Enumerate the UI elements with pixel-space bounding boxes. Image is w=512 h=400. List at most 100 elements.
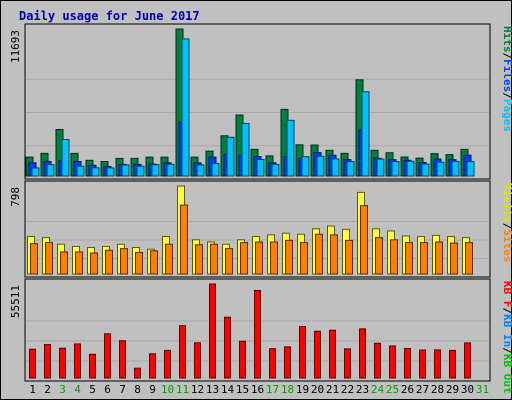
- x-tick-label-30: 30: [461, 383, 474, 396]
- series-label-part: /: [501, 223, 512, 230]
- x-tick-label-29: 29: [446, 383, 459, 396]
- x-tick-label-3: 3: [59, 383, 66, 396]
- bar-pages-day-28: [436, 161, 445, 177]
- series-label-part: Hits: [501, 26, 512, 53]
- x-tick-label-1: 1: [29, 383, 36, 396]
- x-tick-label-18: 18: [281, 383, 294, 396]
- bar-pages-day-6: [106, 167, 115, 177]
- x-tick-label-19: 19: [296, 383, 309, 396]
- x-tick-label-31: 31: [476, 383, 489, 396]
- bar-sites-day-25: [390, 239, 398, 275]
- x-tick-label-7: 7: [119, 383, 126, 396]
- bar-pages-day-17: [271, 163, 280, 177]
- x-tick-label-28: 28: [431, 383, 444, 396]
- x-tick-label-2: 2: [44, 383, 51, 396]
- bar-pages-day-21: [331, 158, 340, 177]
- bar-sites-day-2: [45, 242, 53, 275]
- bar-kb-f-day-20: [314, 330, 321, 379]
- bar-pages-day-9: [151, 164, 160, 177]
- panels-layer: 11693Hits/Files/Pages798Visits/Sites5551…: [9, 23, 512, 394]
- bar-pages-day-11: [181, 38, 190, 177]
- bar-sites-day-15: [240, 242, 248, 275]
- bar-kb-f-day-2: [44, 343, 51, 379]
- x-tick-label-17: 17: [266, 383, 279, 396]
- bar-pages-day-29: [451, 160, 460, 177]
- bar-kb-f-day-18: [284, 346, 291, 379]
- bar-kb-f-day-9: [149, 353, 156, 379]
- bar-sites-day-11: [180, 204, 188, 275]
- x-tick-label-5: 5: [89, 383, 96, 396]
- panel-hits-files-pages: 11693 Hits/Files/Pages: [9, 23, 512, 180]
- panel-visits-sites: 798 Visits/Sites: [9, 180, 512, 278]
- bar-pages-day-12: [196, 164, 205, 177]
- bar-pages-day-18: [286, 119, 295, 177]
- y-max-label: 55511: [9, 285, 22, 318]
- bar-pages-day-14: [226, 136, 235, 177]
- bar-pages-day-24: [376, 158, 385, 177]
- bar-sites-day-9: [150, 250, 158, 275]
- x-tick-label-6: 6: [104, 383, 111, 396]
- bar-sites-day-6: [105, 249, 113, 275]
- x-tick-label-21: 21: [326, 383, 339, 396]
- bar-kb-f-day-17: [269, 348, 276, 379]
- bar-pages-day-19: [301, 156, 310, 177]
- x-tick-label-14: 14: [221, 383, 235, 396]
- bar-sites-day-21: [330, 234, 338, 275]
- x-tick-label-16: 16: [251, 383, 264, 396]
- bar-pages-day-2: [46, 164, 55, 177]
- x-tick-label-13: 13: [206, 383, 219, 396]
- bar-kb-f-day-11: [179, 325, 186, 379]
- bar-kb-f-day-21: [329, 329, 336, 379]
- bar-sites-day-16: [255, 241, 263, 275]
- x-tick-label-4: 4: [74, 383, 81, 396]
- series-label-part: /: [501, 308, 512, 315]
- bar-pages-day-16: [256, 159, 265, 177]
- bar-pages-day-3: [61, 139, 70, 177]
- x-tick-label-12: 12: [191, 383, 204, 396]
- bar-kb-f-day-13: [209, 283, 216, 379]
- bar-kb-f-day-22: [344, 348, 351, 379]
- bar-sites-day-24: [375, 237, 383, 275]
- bar-pages-day-25: [391, 161, 400, 177]
- series-label-part: /: [501, 347, 512, 354]
- bar-sites-day-5: [90, 252, 98, 275]
- series-label-part: /: [501, 92, 512, 99]
- series-label-part: Files: [501, 59, 512, 92]
- bar-sites-day-13: [210, 243, 218, 275]
- bar-kb-f-day-5: [89, 353, 96, 379]
- x-tick-label-24: 24: [371, 383, 385, 396]
- bar-sites-day-10: [165, 243, 173, 275]
- bar-sites-day-29: [450, 242, 458, 275]
- series-label-part: Sites: [501, 229, 512, 262]
- x-axis-labels: 1 2 3 4 5 6 7 8 9 10 11 12 13 14 15 16 17 18 19 20 21 22 23 24 2…: [29, 383, 489, 396]
- x-tick-label-25: 25: [386, 383, 399, 396]
- bar-kb-f-day-19: [299, 326, 306, 379]
- x-tick-label-11: 11: [176, 383, 189, 396]
- series-label-part: Visits: [501, 183, 512, 223]
- bar-kb-f-day-23: [359, 328, 366, 379]
- bar-pages-day-27: [421, 163, 430, 177]
- bar-kb-f-day-26: [404, 348, 411, 379]
- y-max-label: 798: [9, 187, 22, 207]
- bar-sites-day-23: [360, 205, 368, 275]
- series-label-part: /: [501, 53, 512, 60]
- bar-pages-day-20: [316, 155, 325, 177]
- panel-series-label: Hits/Files/Pages: [501, 26, 512, 132]
- bar-kb-f-day-10: [164, 349, 171, 379]
- bar-pages-day-15: [241, 122, 250, 177]
- bar-sites-day-17: [270, 241, 278, 275]
- series-label-part: KB F: [501, 281, 512, 308]
- bar-kb-f-day-6: [104, 333, 111, 379]
- bar-kb-f-day-29: [449, 349, 456, 379]
- bar-sites-day-14: [225, 248, 233, 275]
- bar-sites-day-12: [195, 244, 203, 275]
- y-max-label: 11693: [9, 30, 22, 63]
- bar-kb-f-day-14: [224, 316, 231, 379]
- bar-sites-day-26: [405, 242, 413, 275]
- panel-series-label: KB F/KB In/KB Out: [501, 281, 512, 394]
- bar-sites-day-8: [135, 252, 143, 275]
- series-label-part: KB In: [501, 314, 512, 347]
- bar-pages-day-8: [136, 165, 145, 177]
